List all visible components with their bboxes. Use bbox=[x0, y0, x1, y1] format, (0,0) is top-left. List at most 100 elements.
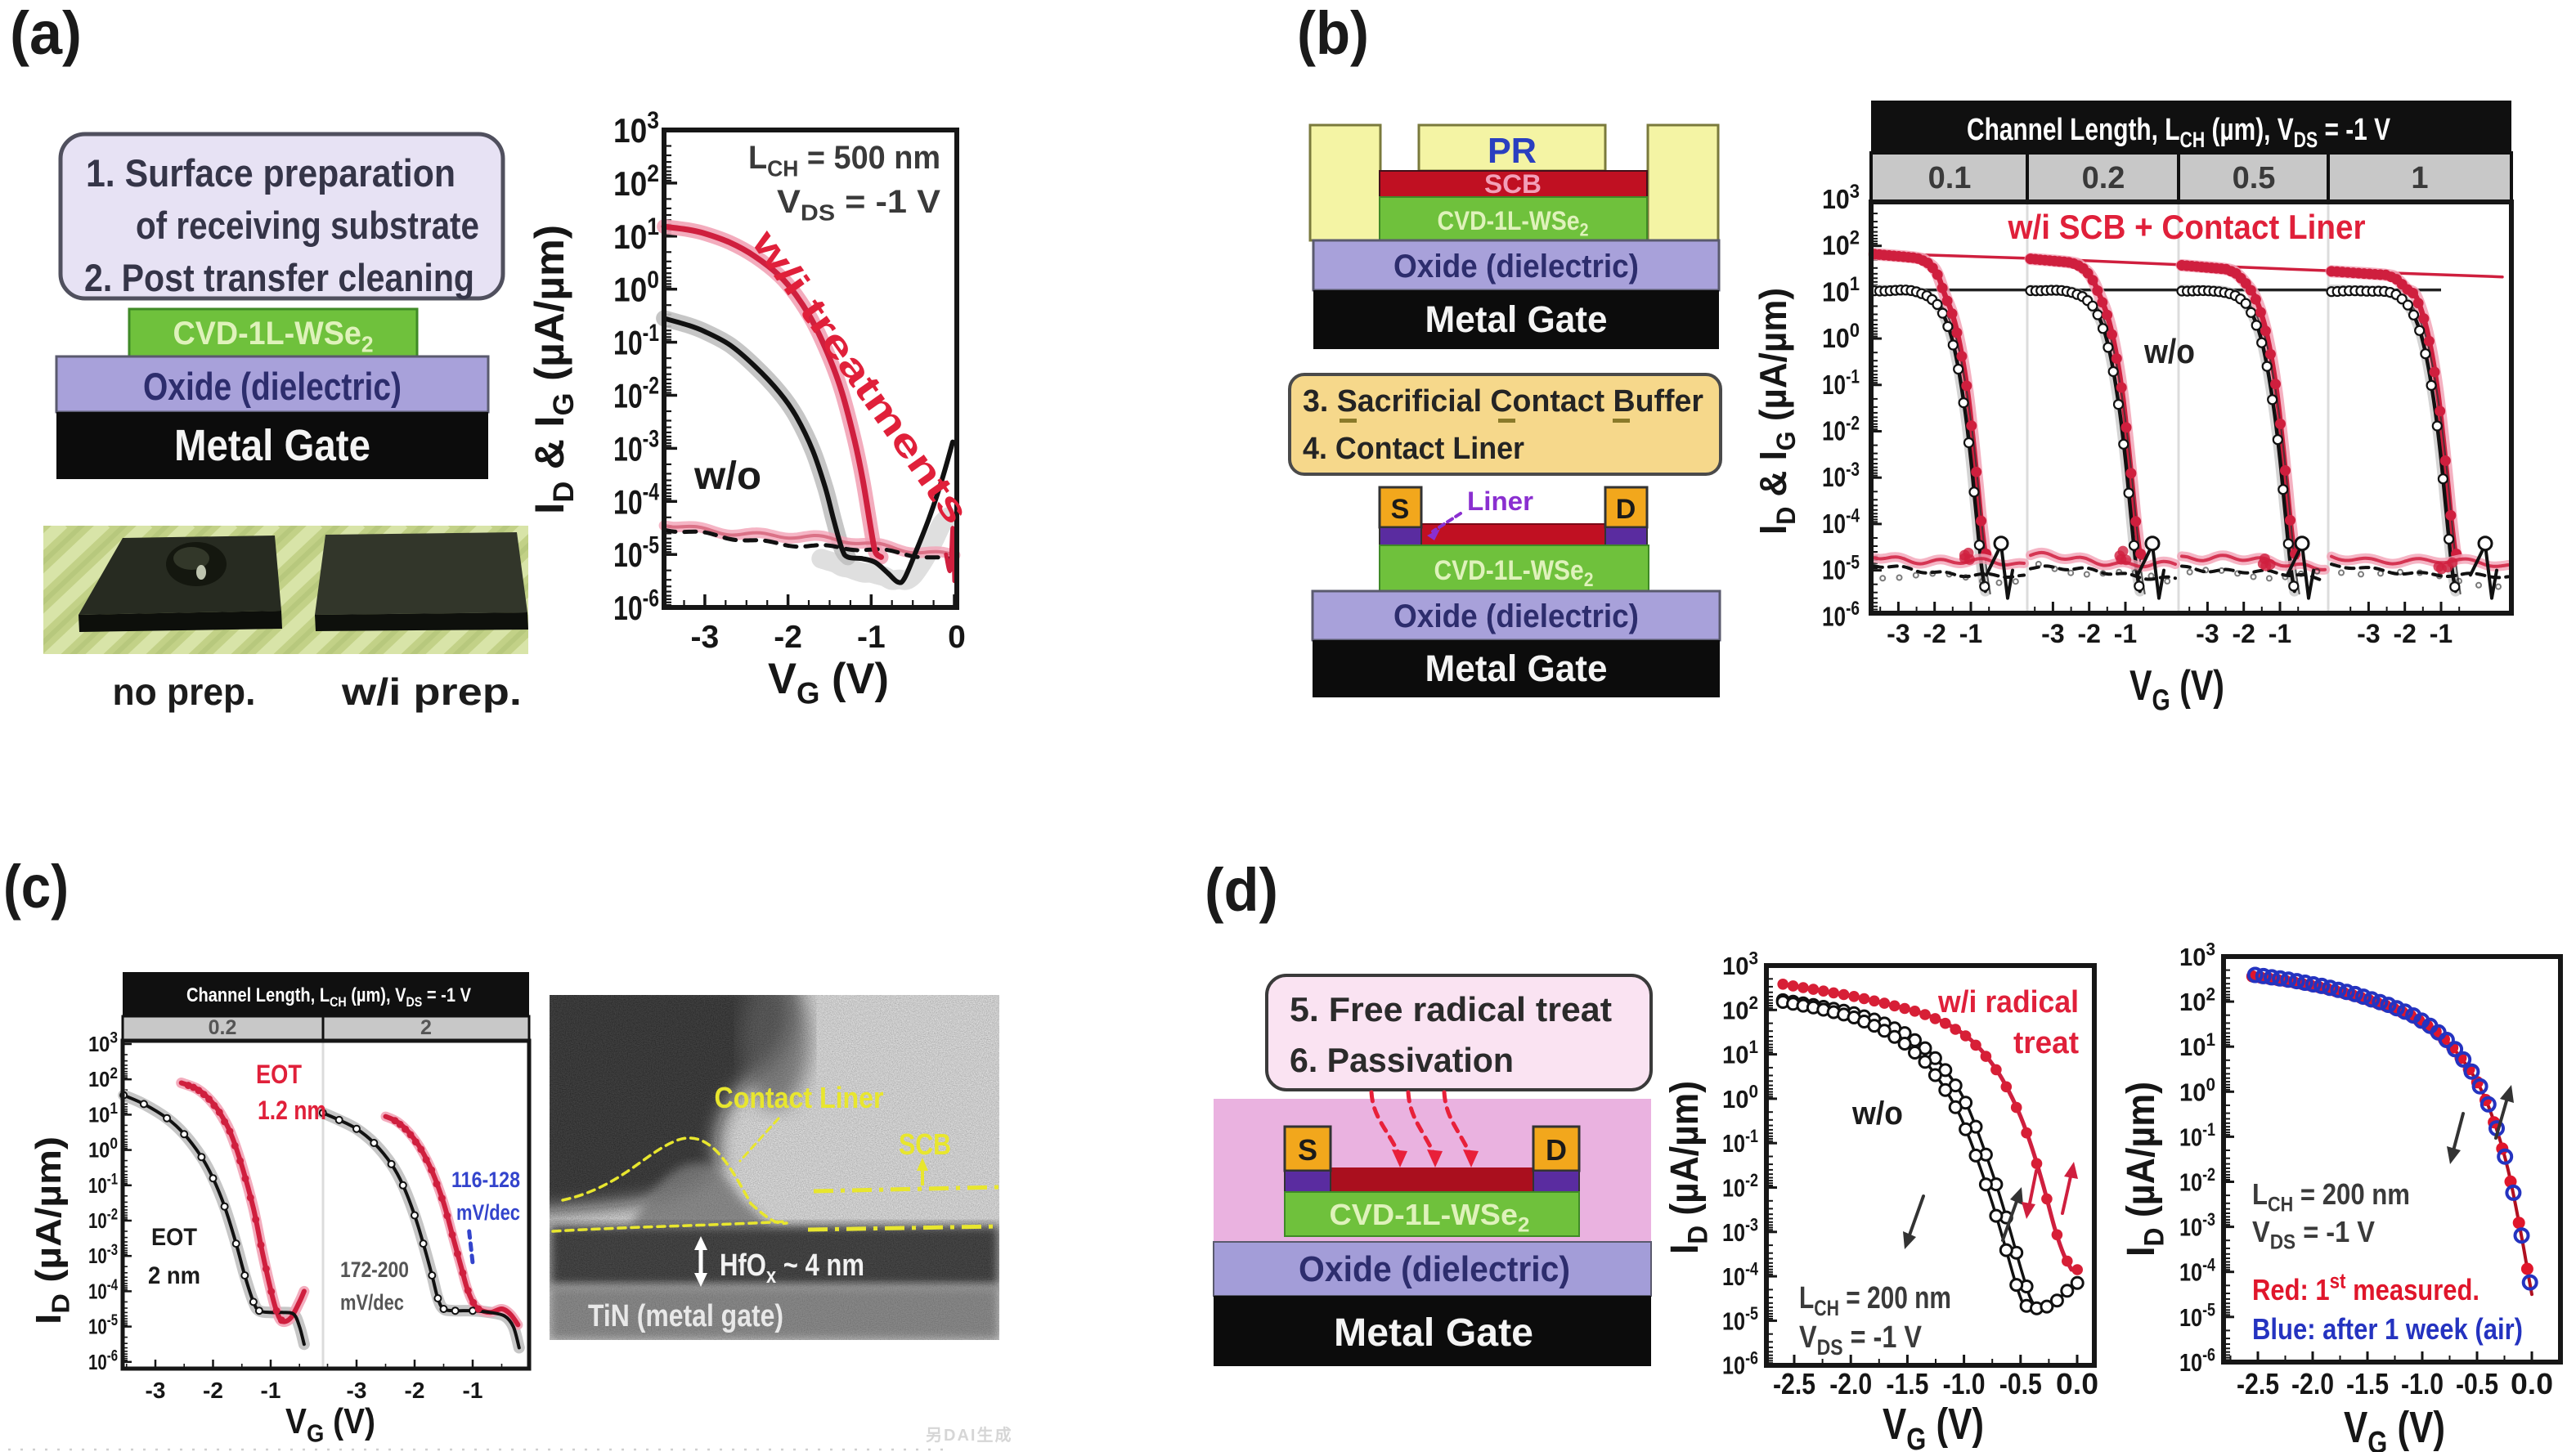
svg-text:10-3: 10-3 bbox=[1722, 1214, 1758, 1246]
svg-text:100: 100 bbox=[613, 267, 659, 309]
svg-text:no prep.: no prep. bbox=[113, 670, 256, 713]
svg-text:101: 101 bbox=[1722, 1037, 1758, 1069]
svg-text:102: 102 bbox=[1822, 227, 1860, 261]
svg-text:ID & IG (µA/µm): ID & IG (µA/µm) bbox=[1752, 288, 1801, 535]
svg-text:103: 103 bbox=[613, 107, 659, 150]
svg-text:1: 1 bbox=[2411, 161, 2428, 195]
svg-text:6. Passivation: 6. Passivation bbox=[1290, 1041, 1514, 1079]
svg-text:-2: -2 bbox=[203, 1378, 223, 1403]
svg-text:3. Sacrificial Contact Buffer: 3. Sacrificial Contact Buffer bbox=[1303, 384, 1703, 419]
svg-text:ID & IG (µA/µm): ID & IG (µA/µm) bbox=[527, 225, 580, 514]
svg-text:116-128: 116-128 bbox=[451, 1167, 520, 1192]
svg-text:172-200: 172-200 bbox=[340, 1257, 409, 1282]
svg-text:-1: -1 bbox=[2430, 619, 2453, 648]
svg-text:mV/dec: mV/dec bbox=[340, 1290, 404, 1315]
svg-text:ID (µA/µm): ID (µA/µm) bbox=[29, 1136, 75, 1324]
svg-text:10-6: 10-6 bbox=[2179, 1345, 2215, 1377]
svg-text:CVD-1L-WSe2: CVD-1L-WSe2 bbox=[1330, 1198, 1530, 1237]
svg-text:-0.5: -0.5 bbox=[1999, 1367, 2042, 1400]
svg-text:另DAI生成: 另DAI生成 bbox=[926, 1425, 1012, 1445]
svg-text:EOT: EOT bbox=[151, 1224, 197, 1251]
svg-text:VG (V): VG (V) bbox=[2344, 1403, 2445, 1452]
svg-text:-2: -2 bbox=[774, 620, 802, 655]
svg-text:10-1: 10-1 bbox=[613, 320, 659, 362]
svg-text:D: D bbox=[1546, 1133, 1567, 1167]
svg-text:D: D bbox=[1616, 494, 1636, 525]
svg-text:103: 103 bbox=[1822, 181, 1860, 214]
svg-text:Oxide (dielectric): Oxide (dielectric) bbox=[1393, 249, 1639, 285]
svg-text:1. Surface preparation: 1. Surface preparation bbox=[86, 151, 456, 195]
svg-text:10-4: 10-4 bbox=[1822, 505, 1860, 539]
svg-text:w/o: w/o bbox=[693, 455, 761, 498]
svg-text:-1.5: -1.5 bbox=[2346, 1367, 2389, 1400]
svg-text:-3: -3 bbox=[347, 1378, 367, 1403]
svg-text:(c): (c) bbox=[3, 853, 69, 921]
svg-text:10-4: 10-4 bbox=[613, 479, 659, 522]
svg-text:101: 101 bbox=[1822, 273, 1860, 307]
svg-text:VDS = -1 V: VDS = -1 V bbox=[777, 184, 940, 226]
svg-text:102: 102 bbox=[1722, 993, 1758, 1024]
svg-text:LCH = 500 nm: LCH = 500 nm bbox=[748, 140, 940, 182]
svg-text:-3: -3 bbox=[2196, 619, 2219, 648]
svg-text:CVD-1L-WSe2: CVD-1L-WSe2 bbox=[173, 316, 374, 357]
svg-text:-1: -1 bbox=[463, 1378, 483, 1403]
svg-text:0.5: 0.5 bbox=[2233, 161, 2276, 195]
svg-text:0.1: 0.1 bbox=[1928, 161, 1972, 195]
svg-text:-1: -1 bbox=[857, 620, 886, 655]
svg-text:1.2 nm: 1.2 nm bbox=[258, 1096, 326, 1125]
svg-text:10-2: 10-2 bbox=[88, 1207, 118, 1233]
svg-text:PR: PR bbox=[1488, 131, 1537, 171]
svg-text:-3: -3 bbox=[1887, 619, 1910, 648]
svg-text:SCB: SCB bbox=[1484, 169, 1542, 199]
svg-text:-1: -1 bbox=[2269, 619, 2291, 648]
svg-text:-2.5: -2.5 bbox=[2237, 1367, 2279, 1400]
svg-text:-3: -3 bbox=[691, 620, 720, 655]
svg-text:treat: treat bbox=[2013, 1026, 2079, 1060]
svg-text:w/i radical: w/i radical bbox=[1937, 985, 2079, 1020]
svg-text:Liner: Liner bbox=[1467, 486, 1533, 516]
svg-text:w/o: w/o bbox=[1851, 1096, 1903, 1132]
svg-text:-1.0: -1.0 bbox=[2401, 1367, 2444, 1400]
svg-text:10-5: 10-5 bbox=[1722, 1303, 1758, 1335]
svg-text:-1: -1 bbox=[2114, 619, 2137, 648]
svg-text:w/i SCB + Contact Liner: w/i SCB + Contact Liner bbox=[2008, 208, 2366, 246]
svg-text:10-5: 10-5 bbox=[2179, 1299, 2215, 1331]
svg-text:Metal Gate: Metal Gate bbox=[174, 421, 370, 470]
svg-text:10-6: 10-6 bbox=[1722, 1347, 1758, 1379]
svg-text:10-5: 10-5 bbox=[1822, 551, 1860, 585]
svg-text:10-5: 10-5 bbox=[613, 531, 659, 574]
svg-text:10-4: 10-4 bbox=[1722, 1259, 1759, 1291]
svg-text:CVD-1L-WSe2: CVD-1L-WSe2 bbox=[1438, 206, 1589, 240]
svg-text:100: 100 bbox=[88, 1136, 118, 1162]
svg-text:10-4: 10-4 bbox=[2179, 1254, 2216, 1286]
svg-text:-3: -3 bbox=[146, 1378, 166, 1403]
svg-text:0.0: 0.0 bbox=[2056, 1367, 2098, 1400]
svg-text:10-1: 10-1 bbox=[2179, 1119, 2215, 1151]
svg-text:Channel Length, LCH (µm), VDS: Channel Length, LCH (µm), VDS = -1 V bbox=[186, 984, 471, 1010]
svg-text:VG (V): VG (V) bbox=[768, 655, 889, 710]
svg-text:Red: 1st measured.: Red: 1st measured. bbox=[2252, 1269, 2480, 1306]
svg-text:Oxide (dielectric): Oxide (dielectric) bbox=[1299, 1249, 1570, 1289]
svg-text:Oxide (dielectric): Oxide (dielectric) bbox=[1393, 598, 1639, 634]
svg-text:0.2: 0.2 bbox=[209, 1016, 237, 1039]
svg-text:S: S bbox=[1298, 1133, 1317, 1167]
svg-text:-2: -2 bbox=[2232, 619, 2255, 648]
svg-text:10-4: 10-4 bbox=[88, 1277, 118, 1303]
svg-text:10-2: 10-2 bbox=[1822, 412, 1860, 446]
svg-text:-1: -1 bbox=[1959, 619, 1982, 648]
svg-text:10-3: 10-3 bbox=[613, 426, 659, 468]
svg-text:2 nm: 2 nm bbox=[148, 1262, 200, 1289]
svg-text:Metal Gate: Metal Gate bbox=[1425, 648, 1608, 689]
svg-text:(d): (d) bbox=[1205, 856, 1278, 924]
svg-text:-1: -1 bbox=[261, 1378, 281, 1403]
svg-text:10-2: 10-2 bbox=[1722, 1170, 1758, 1202]
svg-text:-2.0: -2.0 bbox=[1829, 1367, 1872, 1400]
svg-text:5. Free radical treat: 5. Free radical treat bbox=[1290, 990, 1612, 1028]
svg-text:-0.5: -0.5 bbox=[2456, 1367, 2498, 1400]
svg-text:-1.0: -1.0 bbox=[1943, 1367, 1986, 1400]
svg-text:Channel Length, LCH (µm), VDS: Channel Length, LCH (µm), VDS = -1 V bbox=[1967, 113, 2391, 152]
svg-text:HfOx ~ 4 nm: HfOx ~ 4 nm bbox=[720, 1248, 864, 1288]
svg-text:Blue: after 1 week (air): Blue: after 1 week (air) bbox=[2252, 1312, 2523, 1346]
svg-text:10-3: 10-3 bbox=[1822, 459, 1860, 492]
svg-text:103: 103 bbox=[2179, 939, 2215, 971]
